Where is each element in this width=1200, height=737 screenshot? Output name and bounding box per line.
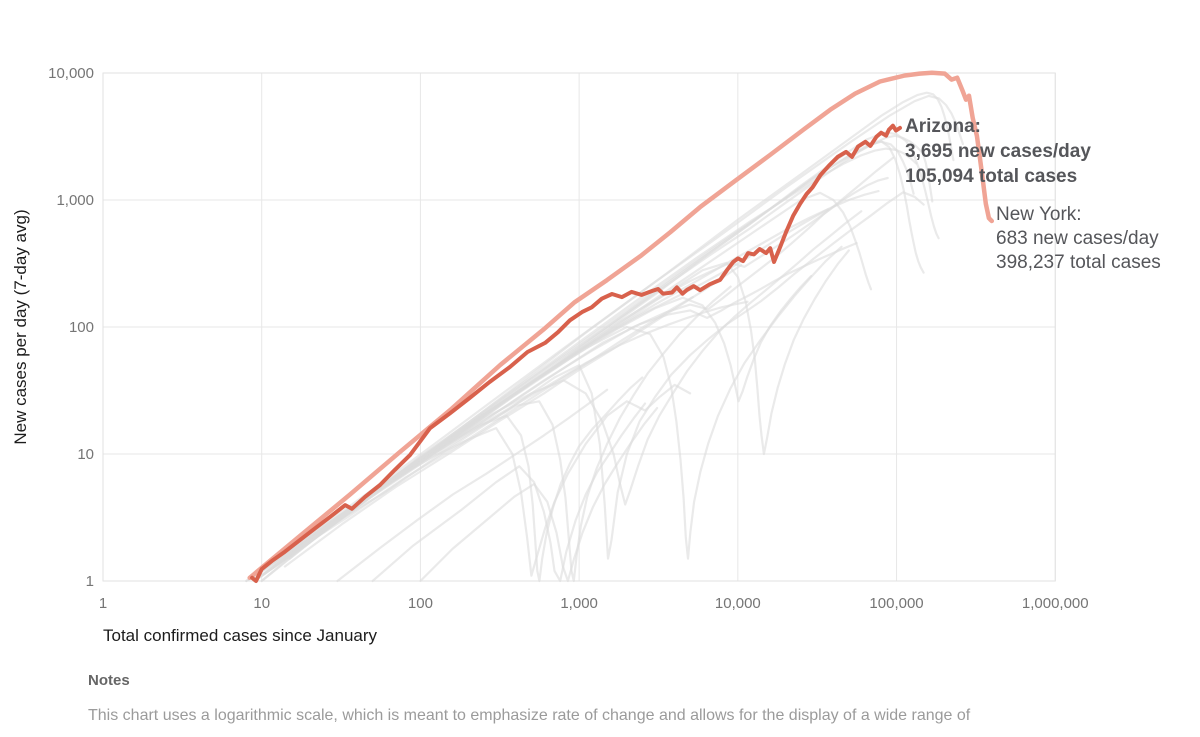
annotation-new-york: New York: 683 new cases/day 398,237 tota… bbox=[996, 203, 1161, 275]
annotation-new-york-total-cases: 398,237 total cases bbox=[996, 252, 1161, 273]
state-line bbox=[245, 383, 692, 583]
plot-border bbox=[102, 72, 1056, 582]
y-tick-label: 1 bbox=[86, 573, 94, 590]
x-tick-label: 1,000,000 bbox=[1022, 595, 1089, 612]
notes-body: This chart uses a logarithmic scale, whi… bbox=[88, 707, 971, 724]
series-line-new-york bbox=[247, 70, 995, 581]
state-line bbox=[253, 285, 732, 583]
x-tick-label: 1 bbox=[99, 595, 107, 612]
state-line bbox=[260, 191, 873, 577]
state-line bbox=[260, 242, 858, 577]
annotation-arizona-name: Arizona: bbox=[905, 116, 981, 137]
y-tick-label: 10 bbox=[77, 446, 94, 463]
x-tick-label: 10,000 bbox=[715, 595, 761, 612]
annotation-arizona-total-cases: 105,094 total cases bbox=[905, 166, 1078, 187]
state-line bbox=[288, 210, 863, 560]
state-line bbox=[419, 407, 659, 583]
annotation-arizona-new-cases: 3,695 new cases/day bbox=[905, 141, 1091, 162]
state-line bbox=[336, 388, 609, 583]
state-line bbox=[260, 94, 965, 573]
series-line-arizona bbox=[250, 123, 902, 583]
notes-heading: Notes bbox=[88, 672, 130, 689]
x-tick-label: 10 bbox=[253, 595, 270, 612]
annotation-new-york-name: New York: bbox=[996, 204, 1082, 225]
y-axis-title: New cases per day (7-day avg) bbox=[11, 209, 30, 445]
state-line bbox=[260, 208, 830, 583]
state-line bbox=[283, 263, 743, 568]
state-line bbox=[371, 402, 647, 583]
x-tick-label: 1,000 bbox=[560, 595, 598, 612]
annotation-new-york-new-cases: 683 new cases/day bbox=[996, 228, 1159, 249]
state-line bbox=[278, 134, 934, 564]
state-line bbox=[260, 191, 925, 573]
chart-canvas: 1 10 100 1,000 10,000 100,000 1,000,000 1 10 100 1… bbox=[48, 65, 1089, 612]
y-tick-label: 1,000 bbox=[56, 192, 94, 209]
x-tick-label: 100,000 bbox=[869, 595, 923, 612]
x-axis-title: Total confirmed cases since January bbox=[103, 626, 378, 645]
y-tick-label: 10,000 bbox=[48, 65, 94, 82]
annotation-arizona: Arizona: 3,695 new cases/day 105,094 tot… bbox=[905, 114, 1091, 189]
y-tick-label: 100 bbox=[69, 319, 94, 336]
state-line bbox=[267, 245, 843, 573]
state-line bbox=[253, 300, 749, 583]
x-tick-label: 100 bbox=[408, 595, 433, 612]
state-line bbox=[273, 91, 955, 568]
state-line bbox=[273, 140, 915, 564]
